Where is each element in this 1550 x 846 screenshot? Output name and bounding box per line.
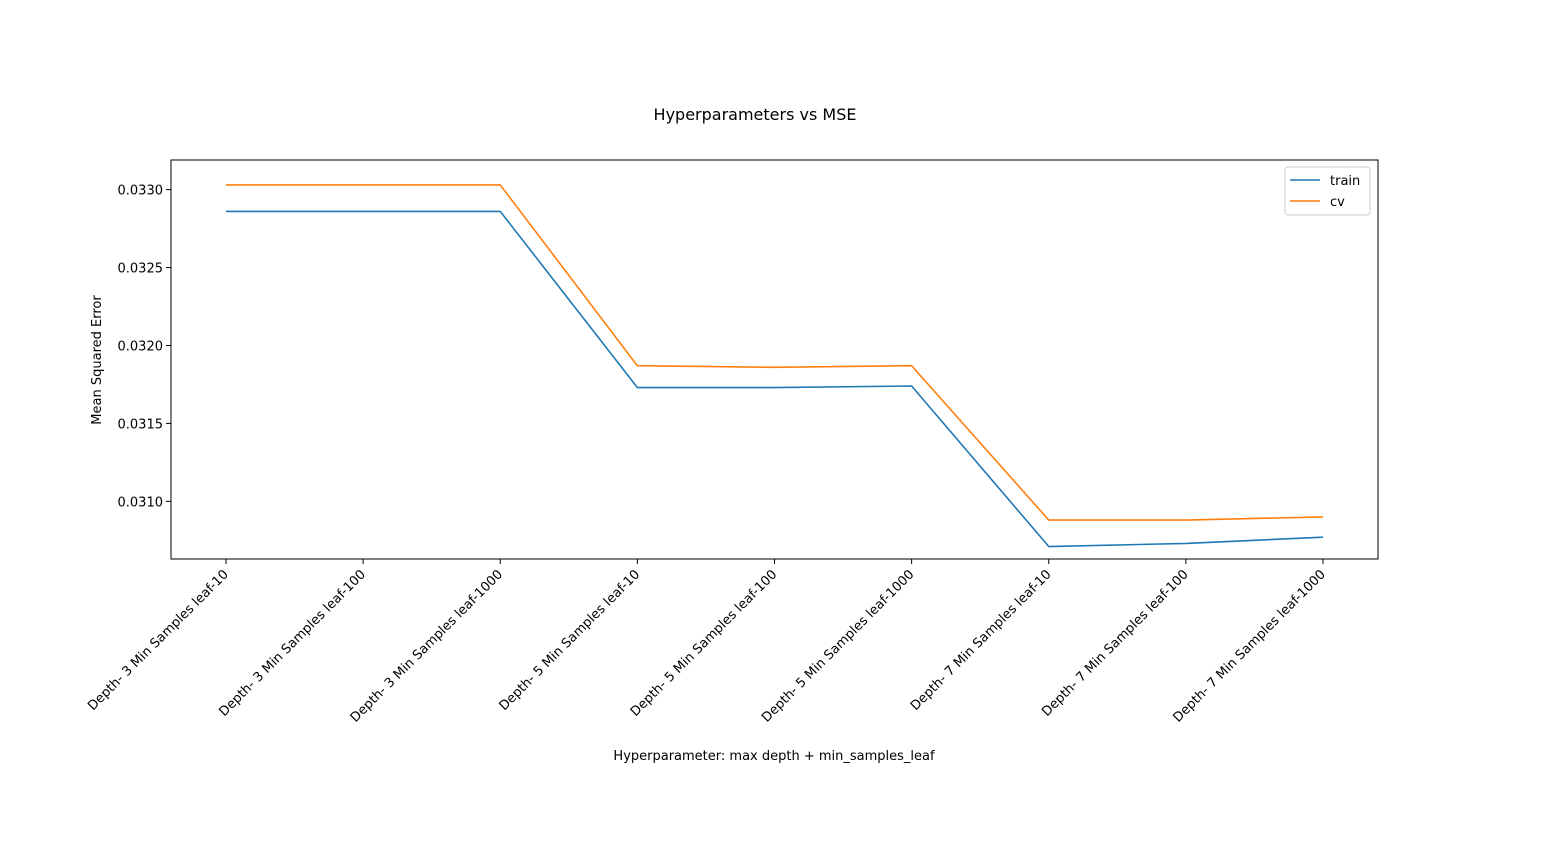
- chart-title: Hyperparameters vs MSE: [654, 105, 857, 124]
- y-tick-label: 0.0320: [118, 339, 164, 354]
- y-tick-label: 0.0330: [118, 184, 164, 199]
- y-tick-label: 0.0310: [118, 495, 164, 510]
- series-line-train: [226, 210, 1324, 548]
- legend-box: [1284, 166, 1371, 216]
- y-axis-ticks: 0.0310 0.0315 0.0320 0.0325 0.0330: [118, 184, 171, 510]
- series-layer: [226, 184, 1324, 548]
- legend-label-cv: cv: [1330, 195, 1345, 210]
- y-axis-label: Mean Squared Error: [90, 295, 105, 425]
- y-tick-label: 0.0315: [118, 417, 164, 432]
- y-tick-label: 0.0325: [118, 262, 164, 277]
- plot-frame: [170, 159, 1379, 560]
- legend: train cv: [1284, 166, 1371, 216]
- series-line-cv: [226, 184, 1324, 521]
- x-axis-label: Hyperparameter: max depth + min_samples_…: [613, 749, 935, 764]
- legend-label-train: train: [1330, 174, 1360, 189]
